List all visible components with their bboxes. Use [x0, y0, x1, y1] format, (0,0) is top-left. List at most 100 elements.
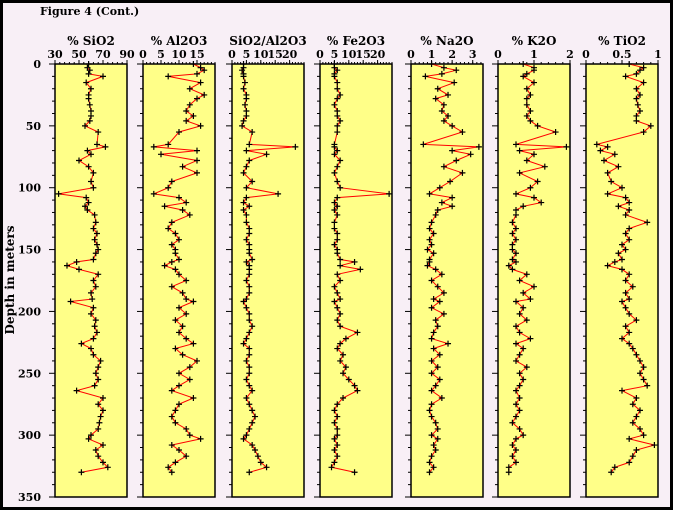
y-tick-label: 350: [18, 491, 41, 504]
data-point: [243, 304, 250, 311]
data-point: [432, 95, 439, 102]
data-point: [176, 194, 182, 201]
data-point: [611, 464, 618, 471]
data-point: [629, 401, 636, 408]
data-point: [252, 413, 259, 420]
data-point: [619, 241, 625, 248]
data-point: [432, 317, 439, 324]
data-point: [90, 277, 97, 284]
data-point: [509, 266, 516, 273]
data-point: [449, 122, 456, 129]
data-point: [246, 289, 253, 296]
data-point: [100, 73, 106, 80]
data-point: [509, 453, 516, 460]
data-point: [90, 184, 97, 191]
panel-title: % SiO2: [67, 34, 115, 48]
data-point: [633, 413, 640, 420]
data-point: [73, 258, 80, 265]
panel-frame: [497, 63, 571, 498]
data-point: [334, 129, 341, 136]
data-point: [563, 143, 570, 150]
data-point: [249, 419, 256, 426]
data-point: [241, 101, 248, 108]
data-point: [424, 262, 431, 269]
data-point: [513, 323, 519, 330]
data-point: [331, 199, 338, 206]
y-tick-label: 300: [18, 429, 41, 442]
data-point: [194, 357, 200, 364]
data-point: [190, 112, 197, 119]
series-line: [596, 63, 657, 473]
data-point: [534, 178, 541, 185]
data-point: [432, 266, 439, 273]
x-tick-label: 15: [268, 48, 283, 61]
data-point: [165, 225, 172, 232]
data-point: [183, 108, 190, 115]
series-line: [58, 63, 109, 473]
data-point: [246, 310, 253, 317]
data-point: [240, 435, 247, 442]
data-point: [85, 199, 92, 206]
data-point: [619, 256, 625, 263]
data-point: [432, 211, 439, 218]
data-point: [240, 73, 247, 80]
data-point: [619, 266, 625, 273]
data-point: [516, 407, 523, 414]
data-point: [534, 122, 541, 129]
data-point: [90, 256, 97, 263]
data-point: [91, 323, 98, 330]
data-point: [334, 203, 341, 210]
data-point: [520, 61, 527, 67]
data-point: [334, 304, 341, 311]
data-point: [176, 256, 182, 263]
data-point: [95, 425, 102, 432]
data-point: [351, 382, 358, 389]
data-point: [183, 425, 190, 432]
data-point: [428, 335, 435, 342]
data-point: [611, 258, 618, 265]
data-point: [451, 79, 458, 86]
data-point: [76, 266, 82, 273]
panel-title: % Fe2O3: [327, 34, 385, 48]
data-point: [201, 67, 208, 74]
data-point: [275, 190, 282, 197]
data-point: [520, 304, 527, 311]
data-point: [440, 289, 447, 296]
data-point: [449, 194, 456, 201]
data-point: [73, 387, 80, 394]
data-point: [246, 345, 253, 352]
data-point: [622, 73, 629, 80]
data-point: [94, 329, 100, 336]
x-tick-label: 2: [566, 48, 574, 61]
data-point: [516, 370, 523, 377]
x-tick-label: 5: [157, 48, 165, 61]
data-point: [83, 194, 90, 201]
data-point: [179, 206, 186, 213]
data-point: [334, 250, 341, 257]
data-point: [104, 464, 111, 471]
data-point: [426, 225, 433, 232]
x-tick-label: 10: [171, 48, 187, 61]
data-point: [257, 459, 264, 466]
panel-4: % Na2O 0 1 2 3: [405, 34, 484, 498]
panel-0: % SiO2 30 50 70 90: [47, 34, 135, 498]
data-point: [531, 194, 537, 201]
data-point: [176, 236, 182, 243]
data-point: [426, 236, 433, 243]
data-point: [426, 407, 433, 414]
x-tick-label: 3: [469, 48, 477, 61]
data-point: [438, 199, 445, 206]
data-point: [615, 163, 622, 170]
data-point: [246, 203, 253, 210]
data-point: [516, 310, 523, 317]
data-point: [513, 340, 519, 347]
data-point: [637, 91, 643, 98]
data-point: [629, 283, 636, 290]
data-point: [243, 335, 250, 342]
data-point: [428, 61, 435, 67]
data-point: [67, 298, 74, 305]
data-point: [523, 271, 530, 278]
data-point: [334, 230, 341, 237]
data-point: [633, 85, 640, 92]
